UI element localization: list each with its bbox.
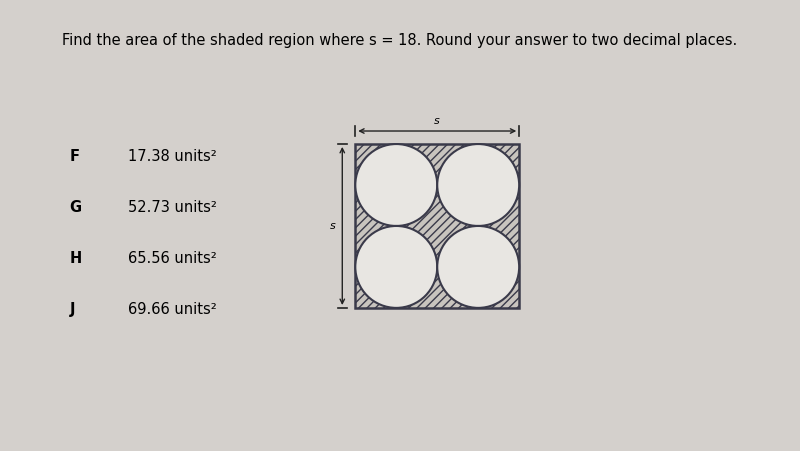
Text: H: H bbox=[70, 251, 82, 266]
Text: 69.66 units²: 69.66 units² bbox=[128, 302, 217, 317]
Text: J: J bbox=[70, 302, 75, 317]
Text: F: F bbox=[70, 149, 79, 164]
Text: 17.38 units²: 17.38 units² bbox=[128, 149, 217, 164]
Circle shape bbox=[355, 144, 438, 226]
Text: G: G bbox=[70, 200, 82, 215]
Text: Find the area of the shaded region where s = 18. Round your answer to two decima: Find the area of the shaded region where… bbox=[62, 33, 738, 48]
Bar bbox=[355, 144, 519, 308]
Text: 52.73 units²: 52.73 units² bbox=[128, 200, 217, 215]
Circle shape bbox=[355, 226, 438, 308]
Circle shape bbox=[438, 144, 519, 226]
Text: s: s bbox=[434, 116, 440, 126]
Text: s: s bbox=[330, 221, 336, 231]
Text: 65.56 units²: 65.56 units² bbox=[128, 251, 217, 266]
Circle shape bbox=[438, 226, 519, 308]
